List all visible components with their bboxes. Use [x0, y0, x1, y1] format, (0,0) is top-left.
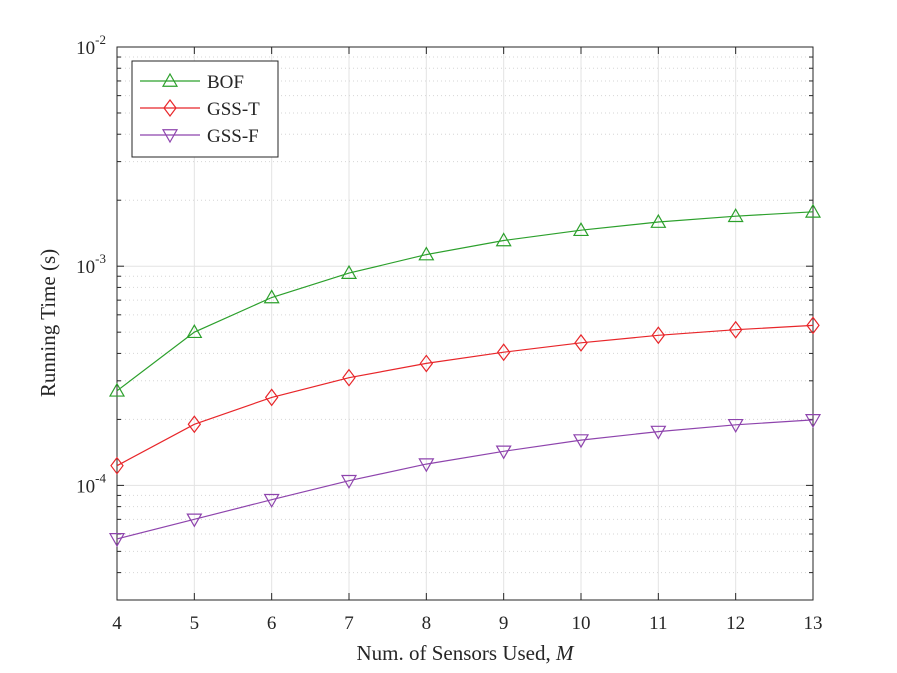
data-point-gss-f — [804, 414, 822, 429]
x-tick-label: 6 — [267, 613, 277, 634]
y-axis-label: Running Time (s) — [36, 249, 60, 397]
data-point-gss-f — [186, 513, 203, 528]
x-axis-label: Num. of Sensors Used, M — [357, 641, 576, 665]
data-point-gss-t — [806, 316, 820, 335]
data-point-gss-t — [264, 388, 279, 407]
x-tick-label: 4 — [112, 613, 122, 634]
legend-label: GSS-T — [207, 99, 260, 120]
legend-marker — [161, 129, 179, 144]
data-point-bof — [495, 232, 512, 247]
data-point-gss-t — [651, 326, 666, 345]
series-gss-f — [108, 414, 822, 548]
data-point-bof — [263, 289, 280, 304]
data-point-gss-f — [572, 434, 590, 449]
series-line-bof — [116, 211, 814, 392]
data-point-gss-t — [574, 333, 588, 352]
x-tick-label: 7 — [344, 613, 354, 634]
legend-marker — [161, 72, 179, 87]
series-gss-t — [110, 316, 820, 475]
series-line-gss-f — [116, 419, 814, 540]
data-point-bof — [418, 246, 435, 261]
data-point-bof — [340, 264, 358, 279]
series-bof — [108, 203, 822, 397]
data-point-bof — [650, 213, 667, 228]
y-tick-label: 10-2 — [76, 32, 106, 59]
data-point-bof — [804, 203, 822, 218]
data-point-gss-t — [728, 320, 743, 339]
x-tick-label: 9 — [499, 613, 509, 634]
data-point-gss-f — [418, 458, 435, 473]
legend-box — [131, 60, 279, 158]
x-tick-label: 12 — [726, 613, 745, 634]
data-series — [108, 203, 822, 548]
data-point-gss-t — [419, 354, 434, 373]
data-point-gss-t — [342, 368, 356, 387]
data-point-gss-f — [650, 425, 667, 440]
legend-item-gss-t: GSS-T — [140, 99, 260, 120]
data-point-bof — [727, 208, 744, 223]
axis-ticks: 4 5 6 7 8 9 10 11 12 13 10-4 10-3 10-2 — [76, 32, 822, 634]
legend: BOF GSS-T GSS-F — [131, 60, 279, 158]
legend-label: BOF — [207, 72, 244, 93]
series-line-gss-t — [116, 324, 814, 467]
legend-marker — [163, 99, 177, 117]
x-tick-label: 5 — [190, 613, 200, 634]
data-point-gss-f — [727, 418, 744, 433]
y-tick-label: 10-4 — [76, 470, 106, 497]
data-point-gss-t — [496, 343, 511, 362]
data-point-gss-t — [110, 456, 124, 475]
y-tick-label: 10-3 — [76, 251, 106, 278]
data-point-bof — [108, 382, 126, 397]
data-point-bof — [572, 221, 590, 237]
x-tick-label: 10 — [572, 613, 591, 634]
x-tick-label: 8 — [422, 613, 432, 634]
data-point-gss-f — [495, 445, 512, 460]
legend-label: GSS-F — [207, 126, 259, 147]
x-tick-label: 13 — [804, 613, 823, 634]
data-point-gss-f — [340, 474, 358, 489]
legend-item-bof: BOF — [140, 72, 244, 93]
data-point-gss-f — [263, 493, 280, 508]
x-tick-label: 11 — [649, 613, 667, 634]
data-point-bof — [186, 323, 203, 339]
plot-area-frame — [116, 46, 814, 601]
legend-item-gss-f: GSS-F — [140, 126, 259, 147]
data-point-gss-t — [187, 415, 202, 434]
data-point-gss-f — [108, 533, 126, 548]
